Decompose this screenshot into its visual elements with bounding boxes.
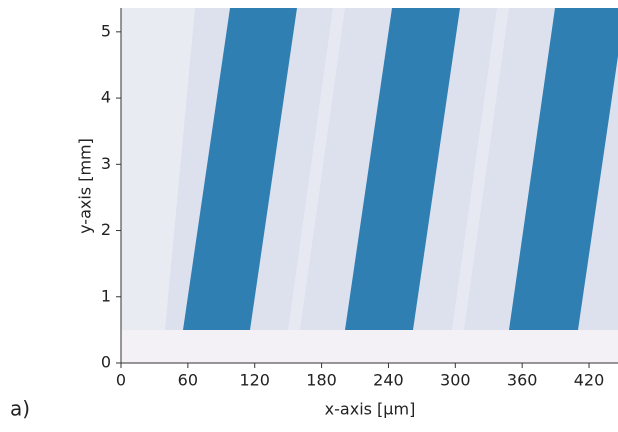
y-tick-label: 0 [101,353,111,372]
y-tick-label: 5 [101,21,111,40]
x-tick-label: 420 [574,371,605,390]
y-tick-label: 1 [101,286,111,305]
x-tick-label: 240 [373,371,404,390]
x-tick-label: 0 [116,371,126,390]
panel-label: a) [10,397,30,421]
x-tick-label: 180 [306,371,337,390]
y-axis-label: y-axis [mm] [76,138,95,234]
x-tick-label: 120 [239,371,270,390]
y-tick-label: 4 [101,88,111,107]
x-tick-label: 300 [440,371,471,390]
x-axis-label: x-axis [μm] [325,400,416,419]
x-tick-label: 360 [507,371,538,390]
x-tick-label: 60 [178,371,198,390]
image [121,8,618,363]
y-tick-label: 3 [101,154,111,173]
y-tick-label: 2 [101,220,111,239]
